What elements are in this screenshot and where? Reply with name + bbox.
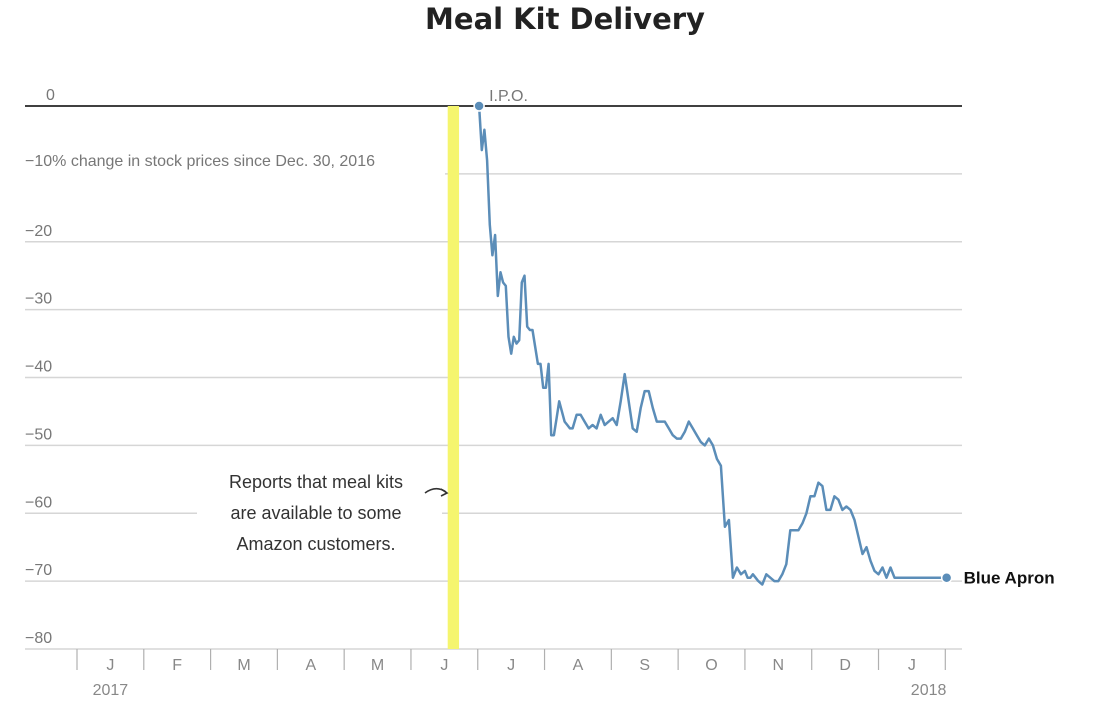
x-tick-label: O bbox=[705, 657, 717, 674]
x-tick-label: J bbox=[908, 657, 916, 674]
y-tick-label: −40 bbox=[25, 359, 52, 376]
y-axis-label-text: % change in stock prices since Dec. 30, … bbox=[52, 153, 375, 170]
amazon-annotation-line: Reports that meal kits bbox=[229, 472, 403, 492]
y-axis-ticks: 0 −20 −30 −40 −50 −60 −70 −80 bbox=[25, 87, 55, 647]
x-tick-label: F bbox=[172, 657, 182, 674]
y-tick-label: −30 bbox=[25, 291, 52, 308]
x-tick-label: A bbox=[305, 657, 316, 674]
series-label: Blue Apron bbox=[964, 569, 1055, 588]
y-tick-label: −60 bbox=[25, 494, 52, 511]
x-tick-label: J bbox=[106, 657, 114, 674]
x-tick-label: N bbox=[773, 657, 785, 674]
y-tick-label: −70 bbox=[25, 562, 52, 579]
x-tick-label: A bbox=[573, 657, 584, 674]
y-tick-label: −50 bbox=[25, 426, 52, 443]
gridlines bbox=[25, 105, 962, 650]
y-tick-label: −20 bbox=[25, 223, 52, 240]
x-tick-label: D bbox=[839, 657, 851, 674]
y-tick-label: 0 bbox=[46, 87, 55, 104]
y-axis-label: −10% change in stock prices since Dec. 3… bbox=[25, 153, 375, 170]
arrowhead-icon bbox=[440, 488, 449, 497]
chart-title: Meal Kit Delivery bbox=[425, 2, 705, 36]
y-tick-label: −80 bbox=[25, 630, 52, 647]
x-tick-label: J bbox=[440, 657, 448, 674]
amazon-annotation-line: Amazon customers. bbox=[236, 534, 395, 554]
x-tick-label: M bbox=[371, 657, 384, 674]
series-line-blue-apron bbox=[477, 104, 948, 586]
annotations: I.P.O. Reports that meal kits are availa… bbox=[229, 88, 528, 554]
x-tick-label: J bbox=[507, 657, 515, 674]
x-tick-label: S bbox=[639, 657, 650, 674]
ipo-annotation: I.P.O. bbox=[489, 88, 528, 105]
series-start-point bbox=[473, 100, 485, 112]
x-axis: J F M A M J J A S O N D J 2017 2018 bbox=[76, 649, 947, 699]
year-label: 2017 bbox=[93, 682, 129, 699]
series-end-point bbox=[940, 571, 953, 584]
amazon-annotation-line: are available to some bbox=[230, 503, 401, 523]
y-tick-label: −10 bbox=[25, 153, 52, 170]
year-label: 2018 bbox=[911, 682, 947, 699]
highlight-band bbox=[447, 106, 460, 649]
x-tick-label: M bbox=[237, 657, 250, 674]
